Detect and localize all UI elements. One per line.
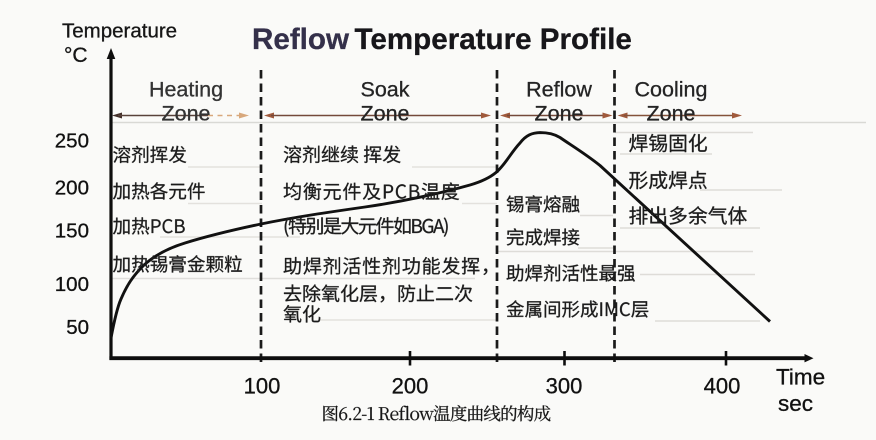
svg-text:100: 100 [55, 273, 89, 296]
svg-text:sec: sec [778, 391, 813, 416]
svg-text:Reflow: Reflow [526, 78, 592, 102]
svg-text:Temperature: Temperature [62, 20, 177, 43]
svg-text:Zone: Zone [534, 102, 583, 126]
svg-text:400: 400 [704, 374, 741, 399]
svg-text:°C: °C [64, 44, 88, 67]
svg-text:100: 100 [244, 374, 281, 399]
svg-text:Heating: Heating [149, 78, 223, 102]
svg-text:300: 300 [546, 374, 583, 399]
svg-text:50: 50 [66, 316, 89, 339]
svg-text:Reflow: Reflow [252, 23, 350, 56]
svg-text:Soak: Soak [360, 78, 409, 102]
svg-text:Zone: Zone [646, 102, 695, 126]
svg-text:Time: Time [776, 365, 825, 390]
svg-text:200: 200 [392, 374, 429, 399]
svg-text:150: 150 [55, 219, 89, 242]
svg-text:Zone: Zone [360, 102, 409, 126]
svg-text:250: 250 [55, 129, 89, 152]
svg-text:Zone: Zone [161, 102, 210, 126]
svg-text:Temperature Profile: Temperature Profile [355, 23, 632, 56]
svg-text:Cooling: Cooling [635, 78, 708, 102]
svg-text:200: 200 [55, 176, 89, 199]
